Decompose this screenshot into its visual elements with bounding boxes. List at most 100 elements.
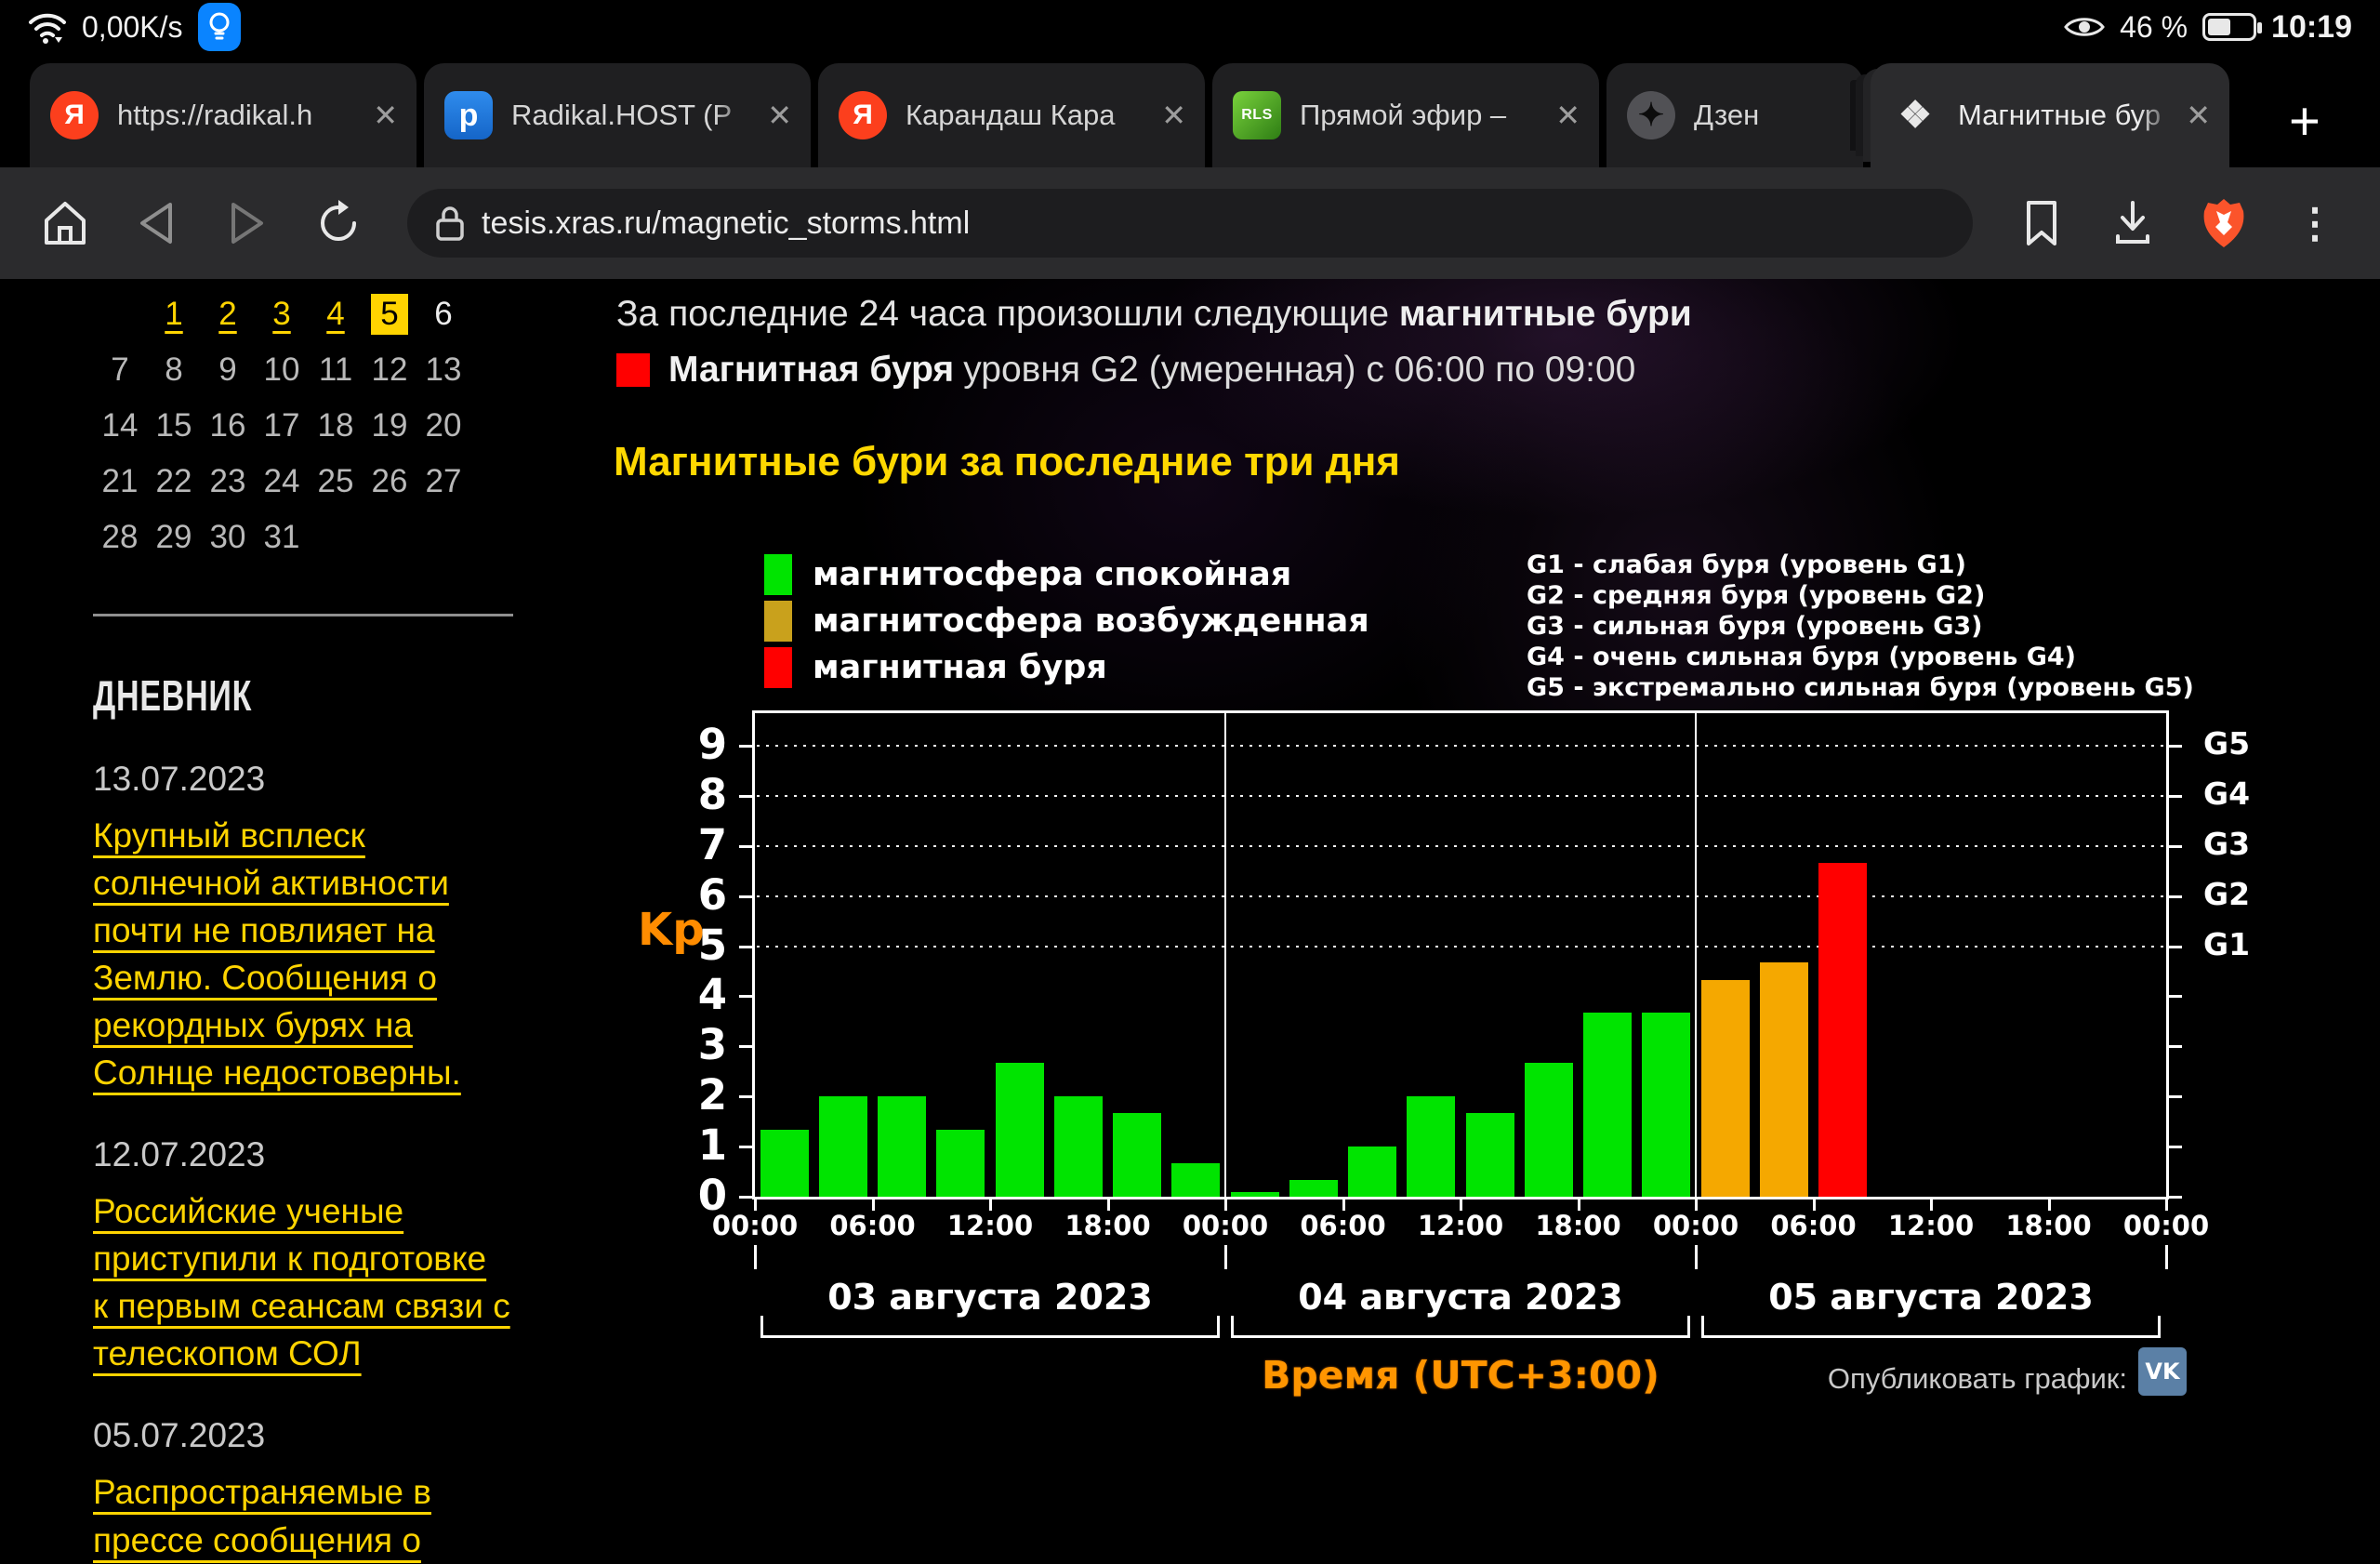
diary-entry-date: 05.07.2023 [93,1416,266,1455]
x-axis-tick-label: 00:00 [1182,1210,1269,1241]
tab-title: Дзен [1694,99,1760,131]
y-axis-tick [2169,1196,2182,1199]
x-axis-tick-label: 00:00 [711,1210,799,1241]
calendar-day: 11 [318,351,353,388]
y-axis-tick [2169,844,2182,848]
calendar-day: 6 [434,296,453,332]
y-axis-tick [739,945,752,948]
tab-close-icon[interactable]: ✕ [1555,99,1580,132]
download-icon[interactable] [2094,184,2172,262]
kp-bar [1818,862,1868,1197]
y-axis-tick-label: 1 [697,1120,727,1171]
y-axis-tick [2169,945,2182,948]
kp-bar [1113,1113,1162,1197]
day-axis-bracket [1231,1316,1690,1338]
tab-dzen[interactable]: ✦ Дзен [1606,63,1863,167]
new-tab-button[interactable]: + [2289,91,2320,152]
kp-bar [1407,1096,1456,1197]
y-axis-tick [739,1045,752,1049]
tab-close-icon[interactable]: ✕ [2186,99,2211,132]
diary-entry-link[interactable]: Российские ученые приступили к подготовк… [93,1192,510,1373]
g-level-label: G5 [2203,725,2251,762]
calendar-day: 24 [263,463,300,499]
day-boundary-tick [754,1245,757,1269]
tab-rls[interactable]: RLS Прямой эфир – ✕ [1212,63,1599,167]
calendar-day: 19 [371,407,408,444]
x-axis-tick [1106,1200,1110,1211]
y-axis-tick [739,794,752,798]
legend-item: магнитная буря [764,647,1107,688]
back-button[interactable] [117,184,195,262]
rls-favicon-icon: RLS [1233,91,1281,139]
tab-radikal[interactable]: p Radikal.HOST (P ✕ [424,63,811,167]
x-axis-tick [1930,1200,1933,1211]
kp-bar [1171,1162,1221,1197]
y-axis-tick [2169,895,2182,898]
clock: 10:19 [2271,8,2352,45]
y-axis-tick-label: 4 [697,970,727,1020]
g-scale-legend-line: G3 - сильная буря (уровень G3) [1527,612,1983,641]
x-axis-tick-label: 18:00 [1064,1210,1151,1241]
calendar-day: 9 [218,351,237,388]
calendar-day[interactable]: 4 [326,296,345,332]
x-axis-tick-label: 00:00 [1652,1210,1739,1241]
x-axis-tick [871,1200,875,1211]
calendar-day[interactable]: 1 [165,296,183,332]
x-axis-tick [1224,1200,1227,1211]
calendar-day: 26 [371,463,408,499]
bookmark-icon[interactable] [2003,184,2081,262]
x-axis-tick [1577,1200,1580,1211]
g-level-gridline [757,895,2164,897]
tab-active[interactable]: ❖ Магнитные бур ✕ [1871,63,2229,167]
calendar-day: 31 [263,519,300,555]
tab-close-icon[interactable]: ✕ [767,99,792,132]
y-axis-tick [2169,1146,2182,1149]
tab-close-icon[interactable]: ✕ [373,99,398,132]
lightbulb-badge-icon [197,3,241,51]
plot-area [752,710,2169,1200]
diary-entry-link[interactable]: Крупный всплеск солнечной активности поч… [93,816,461,1093]
brave-shield-icon[interactable] [2185,184,2263,262]
x-axis-tick [754,1200,757,1211]
home-button[interactable] [26,184,104,262]
calendar-day: 18 [317,407,354,444]
reload-button[interactable] [299,184,377,262]
calendar-day[interactable]: 5 [363,286,416,342]
y-axis-tick-label: 8 [697,769,727,819]
publish-chart-label: Опубликовать график: [1827,1362,2127,1395]
calendar-day: 25 [317,463,354,499]
status-bar: 0,00K/s 46 % 10:19 [0,0,2380,54]
tab-yandex[interactable]: Я Карандаш Кара ✕ [818,63,1205,167]
g-level-gridline [757,794,2164,797]
calendar-day: 20 [425,407,462,444]
calendar-day: 27 [425,463,462,499]
tab-close-icon[interactable]: ✕ [1161,99,1186,132]
calendar-day: 13 [425,351,462,388]
storm-level-swatch [616,353,650,387]
vk-share-button[interactable]: VK [2138,1347,2187,1396]
tesis-favicon-icon: ❖ [1898,95,1932,136]
g-level-gridline [757,745,2164,748]
menu-icon[interactable]: ⋮ [2294,200,2335,246]
calendar-day: 30 [209,519,246,555]
y-axis-tick [2169,794,2182,798]
tab-title: Прямой эфир – [1300,99,1507,131]
calendar-day: 7 [111,351,129,388]
wifi-icon [28,10,67,44]
x-axis-tick-label: 12:00 [1887,1210,1975,1241]
x-axis-tick-label: 18:00 [2005,1210,2092,1241]
calendar-day: 15 [155,407,192,444]
kp-bar [760,1130,809,1197]
calendar-day[interactable]: 2 [218,296,237,332]
day-separator-line [1695,713,1697,1197]
x-axis-tick-label: 06:00 [1300,1210,1386,1241]
address-bar[interactable]: tesis.xras.ru/magnetic_storms.html [407,189,1973,258]
y-axis-tick [739,895,752,898]
x-axis-tick-label: 06:00 [1770,1210,1857,1241]
x-axis-tick [2165,1200,2168,1211]
forward-button[interactable] [208,184,286,262]
eye-icon [2064,13,2105,41]
tab-title: Radikal.HOST (P [511,99,733,131]
calendar-day[interactable]: 3 [272,296,291,332]
